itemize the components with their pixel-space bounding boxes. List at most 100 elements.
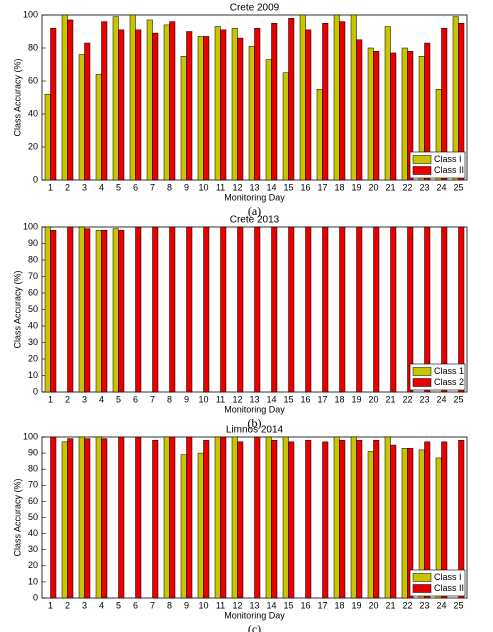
x-axis-label: Monitoring Day [224,192,285,202]
bar [305,226,312,393]
bar [118,29,125,181]
y-axis-label: Class Accuracy (%) [12,270,22,348]
bar [265,436,272,599]
bar [220,436,227,599]
bar [367,47,374,181]
bar [118,436,125,599]
x-tick-label: 3 [82,600,87,610]
caption: (b) [248,416,262,430]
y-tick-label: 20 [28,560,38,570]
x-axis-label: Monitoring Day [224,610,285,620]
bar [112,228,119,393]
bar [186,226,193,393]
bar [322,226,329,393]
bar [356,39,363,181]
x-tick-label: 14 [266,182,276,192]
x-tick-label: 7 [150,394,155,404]
bar [214,26,221,181]
bar [441,226,448,393]
legend-label: Class 2 [434,377,464,387]
bar [271,439,278,599]
bar [95,230,102,393]
x-tick-label: 2 [65,182,70,192]
bar [146,19,153,181]
x-tick-label: 11 [216,182,225,192]
x-tick-label: 1 [48,394,53,404]
x-tick-label: 17 [317,182,327,192]
legend-swatch [412,166,432,175]
bar [95,436,102,599]
bar [180,56,187,181]
bar [118,230,125,393]
bar [282,436,289,599]
bar [186,436,193,599]
y-tick-label: 100 [23,9,38,19]
y-tick-label: 30 [28,544,38,554]
bar [288,441,295,599]
bar [237,37,244,181]
bar [152,226,159,393]
chart-title: Limnos 2014 [226,425,284,436]
x-tick-label: 6 [133,394,138,404]
bar [50,230,57,393]
x-tick-label: 20 [368,394,378,404]
x-tick-label: 4 [99,394,104,404]
x-tick-label: 14 [266,394,276,404]
y-tick-label: 80 [28,254,38,264]
bar [197,452,204,599]
legend-label: Class I [434,572,462,582]
bar [197,36,204,181]
bar [248,46,255,181]
bar [152,32,159,181]
x-tick-label: 8 [167,182,172,192]
bar [84,228,91,393]
y-tick-label: 40 [28,108,38,118]
x-tick-label: 6 [133,600,138,610]
y-tick-label: 30 [28,337,38,347]
x-tick-label: 9 [184,600,189,610]
bar [67,19,74,181]
bar [203,439,210,599]
x-tick-label: 14 [266,600,276,610]
x-tick-label: 23 [419,600,429,610]
x-tick-label: 24 [436,394,446,404]
y-tick-label: 60 [28,496,38,506]
x-tick-label: 21 [385,600,395,610]
x-tick-label: 8 [167,394,172,404]
x-tick-label: 22 [402,600,412,610]
bar [203,36,210,181]
y-tick-label: 20 [28,353,38,363]
x-axis-label: Monitoring Day [224,404,285,414]
bar [322,23,329,181]
y-tick-label: 50 [28,512,38,522]
bar [424,42,431,181]
caption: (c) [248,622,261,632]
bar [231,27,238,181]
bar [373,51,380,181]
bar [350,14,357,181]
bar [44,93,51,181]
x-tick-label: 22 [402,182,412,192]
x-tick-label: 25 [453,394,463,404]
x-tick-label: 3 [82,182,87,192]
bar [112,16,119,181]
bar [333,14,340,181]
bar [254,436,261,599]
bar [316,89,323,181]
bar [254,27,261,181]
bar [95,74,102,181]
bar [367,451,374,599]
bar [78,226,85,393]
legend-label: Class II [434,165,464,175]
y-tick-label: 0 [33,592,38,602]
y-tick-label: 20 [28,141,38,151]
x-tick-label: 15 [283,600,293,610]
bar [350,436,357,599]
y-tick-label: 40 [28,320,38,330]
y-tick-label: 50 [28,304,38,314]
x-tick-label: 20 [368,182,378,192]
y-axis-label: Class Accuracy (%) [12,58,22,136]
x-tick-label: 9 [184,182,189,192]
bar [231,436,238,599]
